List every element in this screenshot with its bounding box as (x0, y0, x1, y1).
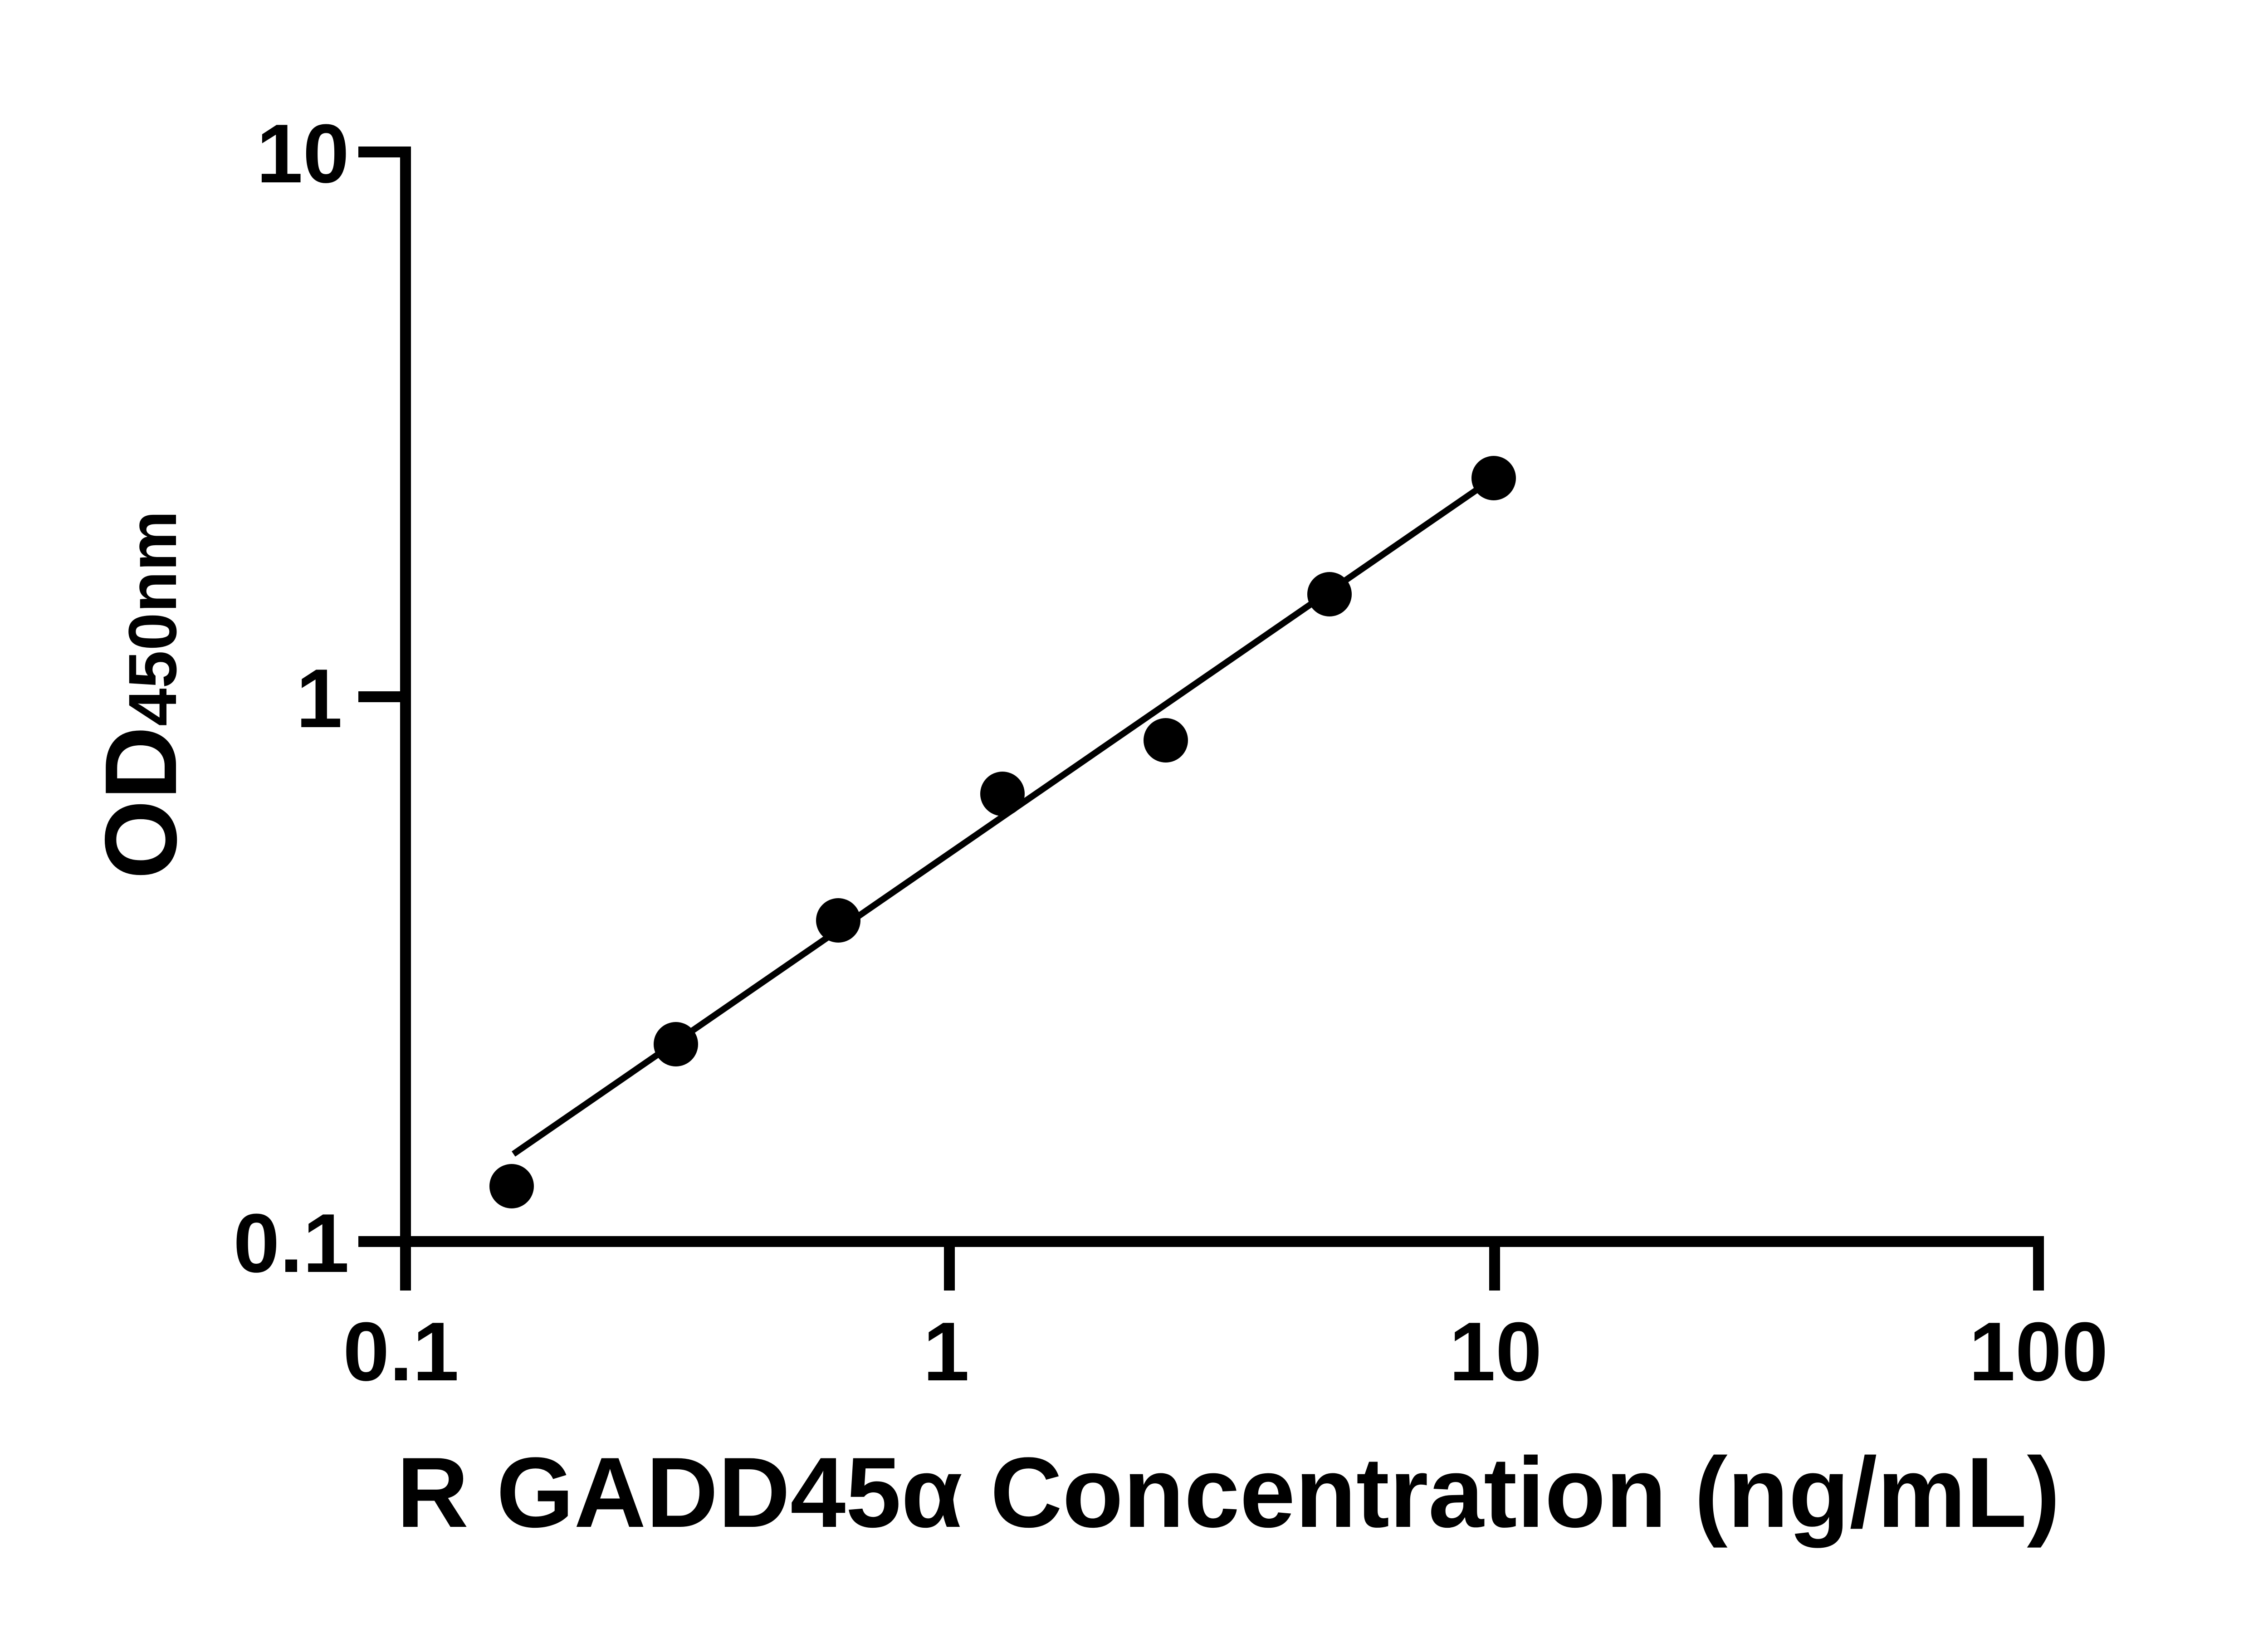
svg-text:10: 10 (1449, 1305, 1542, 1398)
svg-text:1: 1 (296, 651, 342, 745)
svg-text:10: 10 (256, 107, 349, 200)
svg-text:1: 1 (923, 1305, 969, 1398)
svg-text:R GADD45α Concentration (ng/mL: R GADD45α Concentration (ng/mL) (396, 1437, 2060, 1548)
svg-text:0.1: 0.1 (343, 1305, 459, 1398)
svg-text:0.1: 0.1 (233, 1196, 349, 1290)
svg-text:OD450nm: OD450nm (83, 511, 198, 880)
svg-text:100: 100 (1969, 1305, 2108, 1398)
